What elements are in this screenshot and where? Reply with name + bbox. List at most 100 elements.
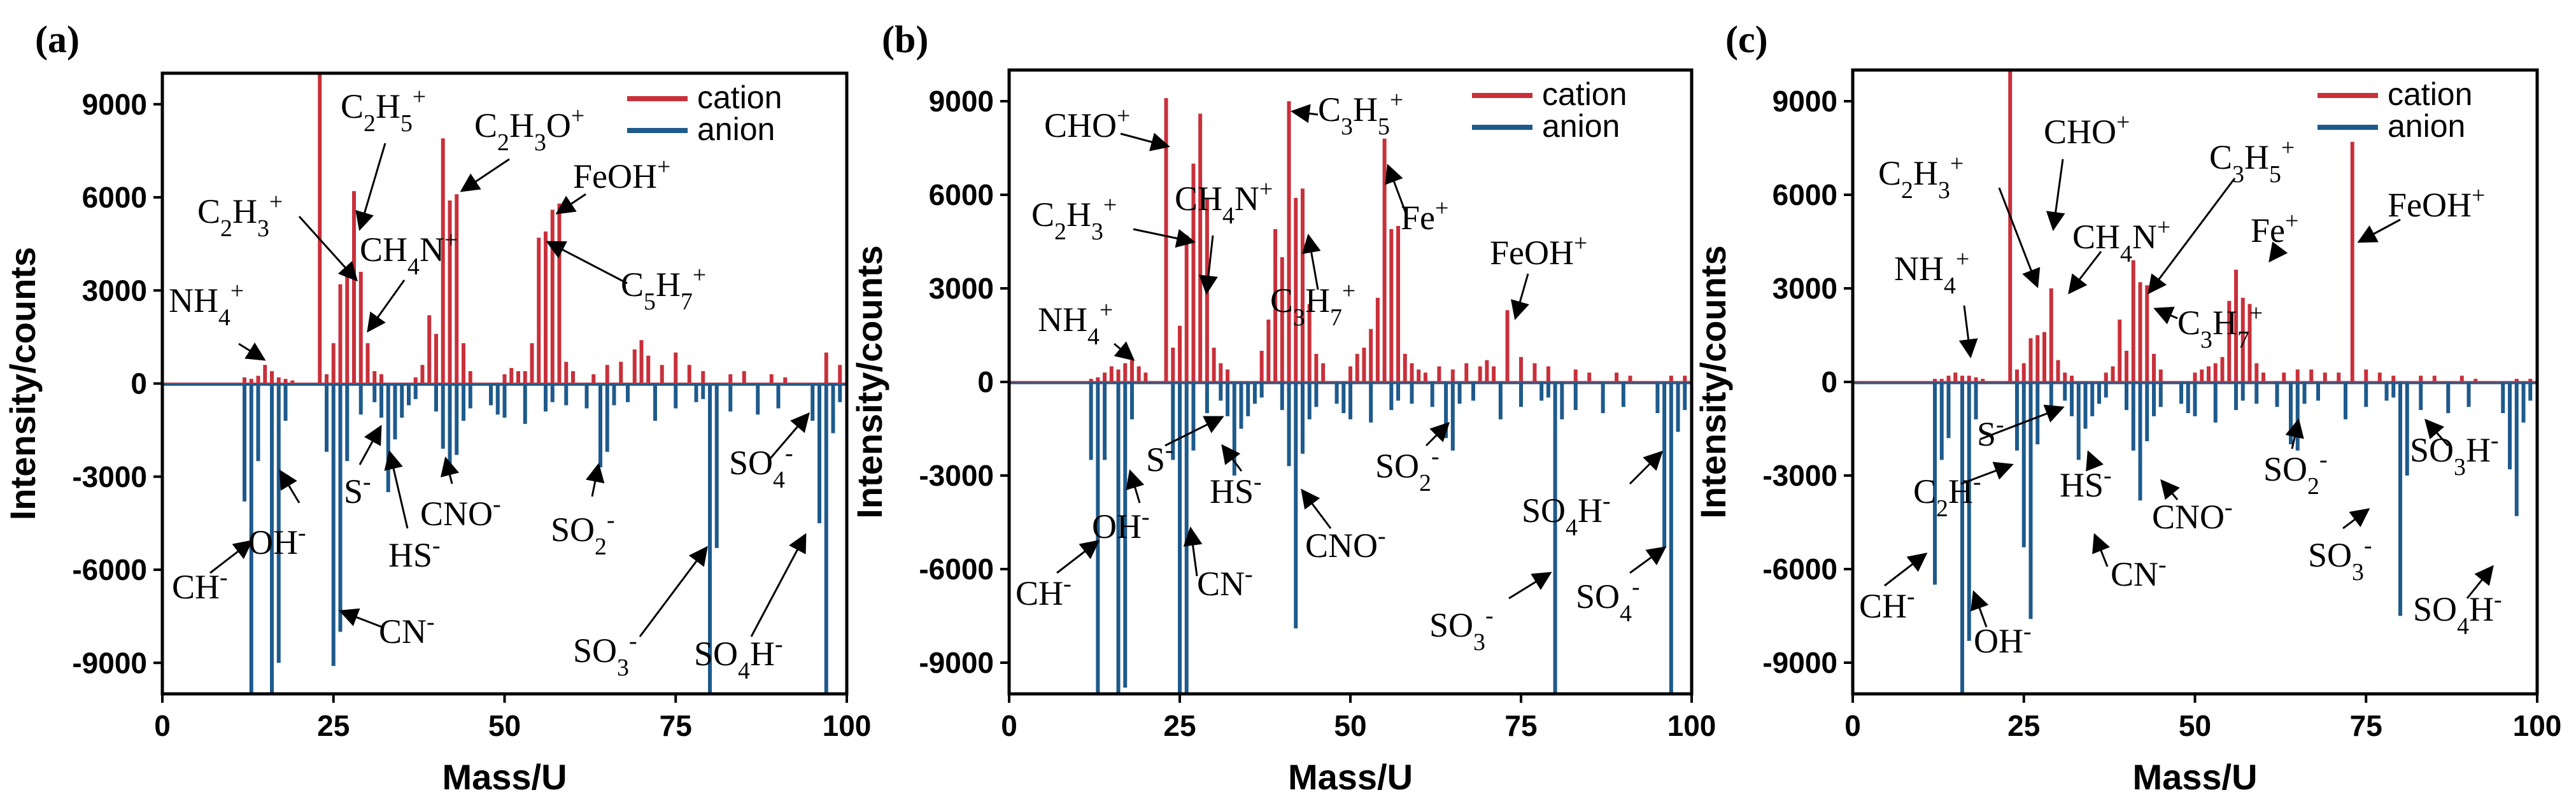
- chart-panel-1: -9000 -6000 -3000 0 3000 6000 9000 0 25 50 75 100 Ma…: [3, 18, 871, 797]
- y-tick-label: 0: [977, 365, 994, 398]
- bars-group: [162, 73, 847, 694]
- annotation-arrow: [2092, 533, 2110, 567]
- annotation-label: SO4-: [729, 440, 793, 493]
- y-axis-title: Intensity/counts: [849, 245, 889, 518]
- annotation-label: C2H3+: [197, 188, 283, 242]
- x-tick-label: 50: [2179, 709, 2211, 742]
- annotation-arrow: [1301, 488, 1332, 529]
- legend-anion-label: anion: [2388, 108, 2465, 144]
- annotation-label: S-: [344, 469, 371, 511]
- annotation-label: HS-: [388, 532, 441, 574]
- annotation-label: C2H3O+: [474, 102, 584, 156]
- annotation-label: FeOH+: [573, 153, 670, 195]
- annotation-label: Fe+: [1401, 195, 1448, 237]
- annotation-arrow: [1508, 572, 1552, 600]
- annotation-arrow: [1164, 416, 1224, 447]
- y-tick-label: 9000: [1773, 85, 1837, 118]
- annotation-arrow: [460, 158, 510, 192]
- y-tick-label: -9000: [72, 646, 147, 679]
- annotation-arrow: [1979, 404, 2065, 441]
- annotation-arrow: [769, 412, 810, 459]
- x-tick-label: 0: [154, 709, 171, 742]
- annotation-label: NH4+: [1038, 297, 1113, 350]
- x-tick-label: 75: [660, 709, 692, 742]
- annotation-arrow: [2160, 479, 2180, 500]
- annotation-label: CNO-: [1305, 523, 1386, 565]
- annotation-arrow: [2285, 418, 2304, 449]
- annotation-label: C5H7+: [621, 262, 706, 315]
- legend-anion-label: anion: [697, 111, 775, 147]
- annotation-arrow: [1958, 305, 1978, 358]
- annotation-label: SO3-: [573, 628, 637, 681]
- annotation-arrow: [384, 450, 409, 529]
- legend-cation-label: cation: [697, 80, 782, 115]
- annotation-arrow: [367, 279, 406, 333]
- annotation-label: SO4H-: [694, 631, 783, 684]
- x-tick-label: 100: [1667, 709, 1716, 742]
- annotation-label: FeOH+: [2388, 182, 2485, 224]
- y-tick-label: 3000: [82, 274, 147, 307]
- annotation-arrow: [1884, 553, 1928, 587]
- annotation-arrow: [2086, 450, 2104, 472]
- y-tick-label: -6000: [72, 553, 147, 586]
- annotation-label: SO4H-: [1522, 488, 1611, 541]
- annotation-arrow: [1971, 590, 1989, 628]
- annotation-arrow: [2268, 241, 2288, 263]
- y-axis-title: Intensity/counts: [1693, 245, 1733, 518]
- annotation-label: OH-: [248, 519, 306, 561]
- annotation-label: SO2-: [551, 507, 615, 560]
- annotation-label: C2H5+: [341, 83, 426, 137]
- x-tick-label: 100: [823, 709, 872, 742]
- annotation-label: S-: [1977, 411, 2004, 453]
- annotation-label: SO3H-: [2410, 427, 2499, 481]
- annotation-arrow: [358, 425, 382, 465]
- x-tick-label: 25: [317, 709, 350, 742]
- annotation-arrow: [279, 469, 301, 504]
- annotation-arrow: [1960, 462, 2014, 485]
- annotation-arrow: [1629, 546, 1667, 574]
- annotation-arrow: [339, 608, 383, 628]
- annotation-label: CNO-: [2152, 494, 2233, 536]
- x-tick-label: 75: [2350, 709, 2382, 742]
- annotation-label: S-: [1146, 437, 1173, 479]
- annotation-label: Fe+: [2251, 208, 2298, 250]
- annotation-arrow: [1221, 444, 1243, 472]
- annotation-label: CN-: [2111, 551, 2167, 593]
- x-tick-label: 25: [1163, 709, 1196, 742]
- annotation-arrow: [585, 463, 605, 497]
- annotation-arrow: [209, 540, 253, 574]
- annotation-label: CNO-: [420, 491, 501, 533]
- annotation-label: CH4N+: [2072, 214, 2170, 267]
- y-tick-label: -6000: [1762, 553, 1837, 586]
- annotation-label: SO4-: [1576, 574, 1640, 627]
- annotation-label: SO2-: [2263, 446, 2328, 500]
- annotation-label: HS-: [1210, 469, 1262, 511]
- annotation-label: FeOH+: [1490, 230, 1587, 272]
- annotation-label: C2H3+: [1878, 150, 1964, 204]
- annotation-arrow: [1425, 421, 1450, 447]
- annotation-label: C3H5+: [2209, 134, 2295, 188]
- x-axis-title: Mass/U: [442, 757, 567, 797]
- x-tick-label: 0: [1001, 709, 1017, 742]
- x-axis-title: Mass/U: [2132, 757, 2257, 797]
- y-tick-label: 3000: [1773, 272, 1837, 305]
- y-tick-label: -3000: [72, 460, 147, 493]
- panel-label: (b): [882, 18, 928, 60]
- annotation-arrow: [639, 546, 708, 637]
- y-tick-label: 0: [1821, 365, 1837, 398]
- annotation-label: CH-: [1016, 570, 1072, 612]
- annotation-arrow: [546, 241, 628, 285]
- annotation-label: CN-: [379, 609, 435, 651]
- annotation-label: CN-: [1197, 561, 1253, 603]
- annotation-label: NH4+: [169, 278, 244, 331]
- y-tick-label: 6000: [929, 178, 994, 211]
- annotation-arrow: [1998, 187, 2041, 288]
- annotation-arrow: [2357, 218, 2401, 243]
- y-tick-label: 6000: [82, 181, 147, 214]
- annotation-arrow: [1291, 104, 1319, 123]
- annotation-arrow: [1056, 540, 1100, 574]
- panel-label: (c): [1725, 18, 1768, 60]
- annotation-label: C3H5+: [1318, 87, 1403, 140]
- x-tick-label: 0: [1844, 709, 1861, 742]
